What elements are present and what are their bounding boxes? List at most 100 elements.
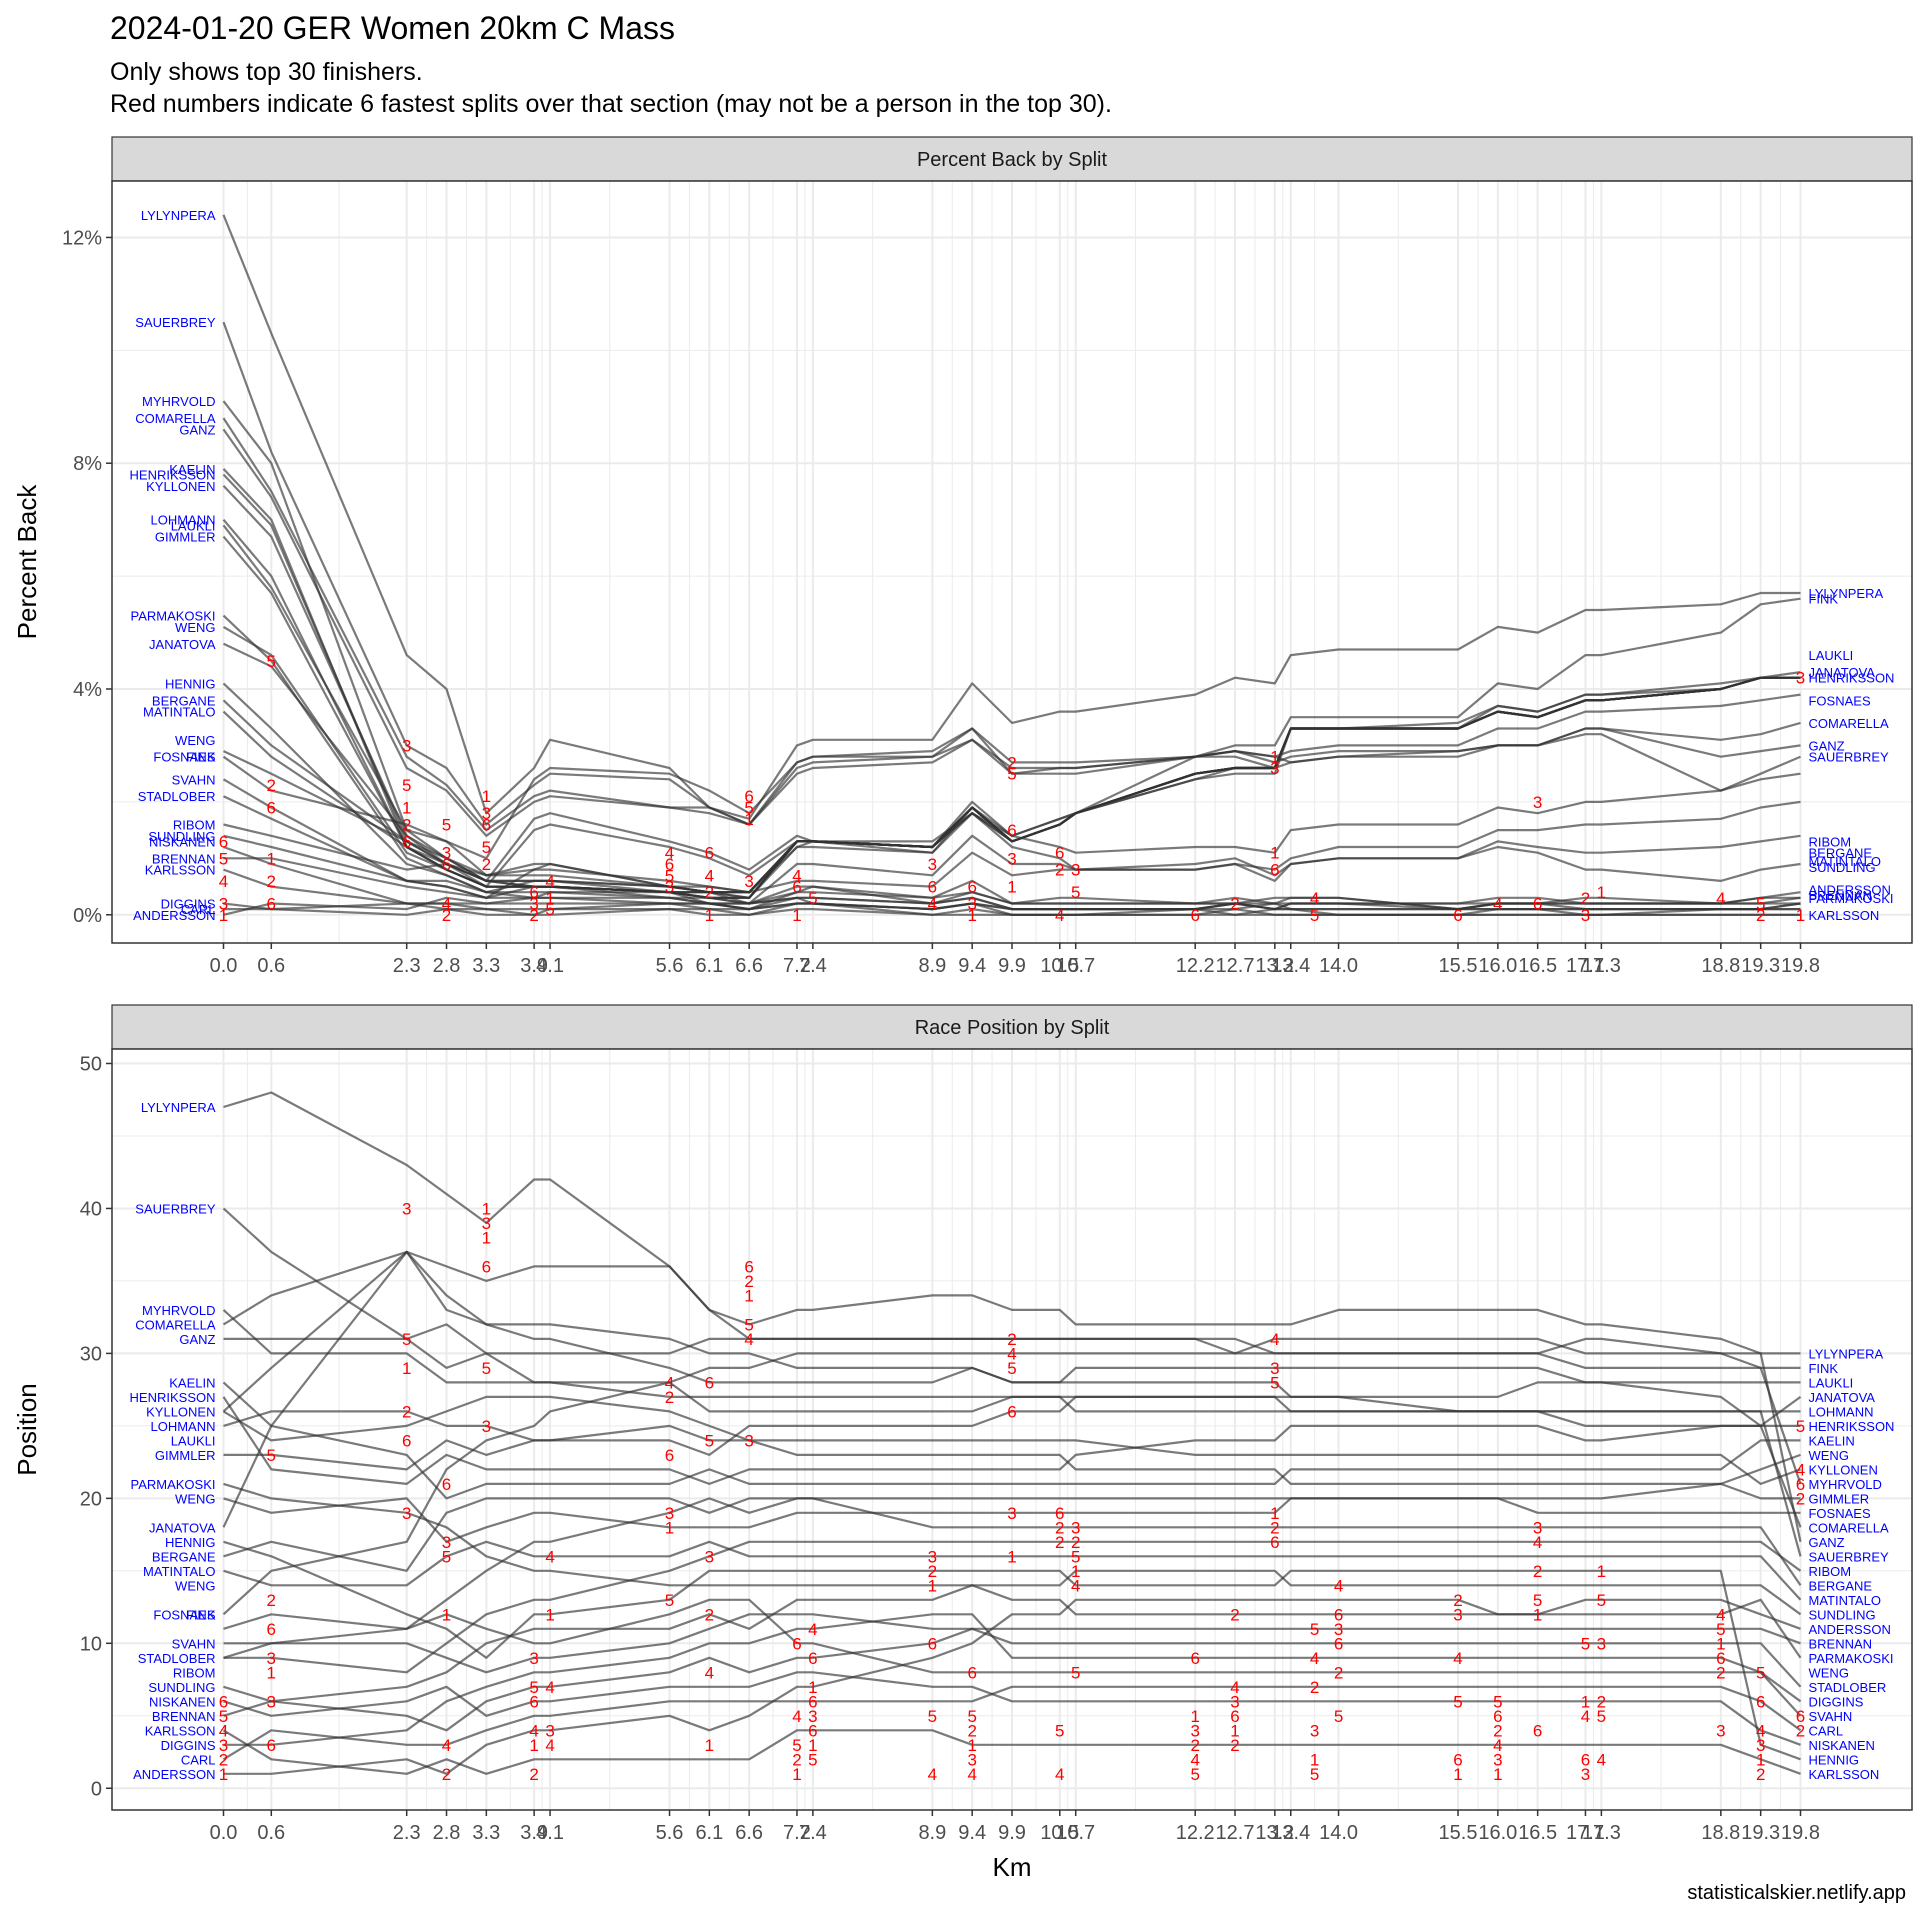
start-label: KYLLONEN [146, 1404, 215, 1419]
start-label: KYLLONEN [146, 479, 215, 494]
start-label: HENNIG [165, 676, 216, 691]
fastest-split-label: 3 [705, 1547, 714, 1566]
start-label: JANATOVA [149, 637, 216, 652]
fastest-split-label: 5 [1310, 906, 1319, 925]
end-label: COMARELLA [1808, 1520, 1889, 1535]
fastest-split-label: 2 [1334, 1663, 1343, 1682]
fastest-split-label: 1 [744, 1286, 753, 1305]
fastest-split-label: 6 [792, 1634, 801, 1653]
end-label: BRENNAN [1808, 1636, 1872, 1651]
start-label: BERGANE [152, 693, 216, 708]
start-label: MATINTALO [143, 1564, 215, 1579]
fastest-split-label: 5 [402, 776, 411, 795]
fastest-split-label: 5 [442, 1547, 451, 1566]
x-tick-label: 2.8 [433, 955, 461, 977]
panel-strip [111, 1004, 1913, 1050]
end-label: WENG [1808, 1448, 1848, 1463]
fastest-split-label: 6 [267, 1736, 276, 1755]
fastest-split-label: 2 [1716, 1663, 1725, 1682]
end-label: LOHMANN [1808, 1404, 1873, 1419]
fastest-split-label: 1 [1716, 1634, 1725, 1653]
fastest-split-label: 4 [665, 844, 674, 863]
fastest-split-label: 6 [1190, 1649, 1199, 1668]
fastest-split-label: 2 [1270, 1518, 1279, 1537]
fastest-split-label: 4 [1581, 1707, 1590, 1726]
credit-text: statisticalskier.netlify.app [1687, 1882, 1906, 1904]
fastest-split-label: 2 [705, 883, 714, 902]
fastest-split-label: 6 [1270, 1533, 1279, 1552]
x-tick-label: 13.4 [1271, 955, 1310, 977]
fastest-split-label: 6 [219, 1692, 228, 1711]
start-label: SUNDLING [148, 829, 215, 844]
start-label: KAELIN [169, 1375, 215, 1390]
fastest-split-label: 2 [1230, 1605, 1239, 1624]
series-line-lylynpera [222, 214, 1801, 820]
fastest-split-label: 4 [967, 1765, 976, 1784]
series-line-weng [223, 1453, 1801, 1543]
x-tick-label: 13.2 [1255, 1822, 1294, 1844]
start-label: WENG [175, 733, 215, 748]
series-line-fink [222, 1352, 1801, 1616]
start-label: WENG [175, 1491, 215, 1506]
end-label: SUNDLING [1808, 1607, 1875, 1622]
fastest-split-label: 3 [665, 1504, 674, 1523]
end-label: BERGANE [1808, 846, 1872, 861]
fastest-split-label: 2 [1071, 1533, 1080, 1552]
fastest-split-label: 2 [928, 1562, 937, 1581]
fastest-split-label: 4 [219, 872, 228, 891]
start-label: MATINTALO [143, 705, 215, 720]
fastest-split-label: 4 [792, 1707, 801, 1726]
fastest-split-label: 5 [1071, 1547, 1080, 1566]
x-tick-label: 7.4 [799, 955, 827, 977]
fastest-split-label: 3 [267, 1649, 276, 1668]
fastest-split-label: 5 [1007, 1359, 1016, 1378]
fastest-split-label: 1 [665, 1518, 674, 1537]
x-tick-label: 5.6 [656, 1822, 684, 1844]
fastest-split-label: 4 [1190, 1750, 1199, 1769]
fastest-split-label: 4 [1270, 1330, 1279, 1349]
series-line-svahn [223, 1598, 1802, 1717]
fastest-split-label: 3 [482, 804, 491, 823]
fastest-split-label: 4 [1453, 1649, 1462, 1668]
end-label: LAUKLI [1808, 1375, 1853, 1390]
fastest-split-label: 2 [1055, 1533, 1064, 1552]
fastest-split-label: 6 [1230, 1707, 1239, 1726]
fastest-split-label: 5 [1007, 765, 1016, 784]
fastest-split-label: 1 [808, 1736, 817, 1755]
fastest-split-label: 3 [1533, 793, 1542, 812]
fastest-split-label: 4 [1071, 1576, 1080, 1595]
start-label: LAUKLI [171, 1433, 216, 1448]
start-label: SAUERBREY [135, 315, 216, 330]
fastest-split-label: 4 [545, 1736, 554, 1755]
fastest-split-label: 3 [1533, 1518, 1542, 1537]
fastest-split-label: 5 [1310, 1765, 1319, 1784]
fastest-split-label: 3 [1270, 759, 1279, 778]
y-tick-label: 10 [80, 1633, 102, 1655]
series-line-kaelin [222, 1381, 1801, 1500]
x-tick-label: 17.3 [1582, 955, 1621, 977]
series-line-bergane [223, 1497, 1802, 1586]
end-label: BRENNAN [1808, 888, 1872, 903]
fastest-split-label: 5 [482, 838, 491, 857]
fastest-split-label: 5 [1071, 883, 1080, 902]
fastest-split-label: 2 [1007, 1330, 1016, 1349]
x-tick-label: 16.5 [1518, 955, 1557, 977]
fastest-split-label: 5 [1071, 1663, 1080, 1682]
fastest-split-label: 3 [928, 1547, 937, 1566]
fastest-split-label: 2 [1230, 1736, 1239, 1755]
fastest-split-label: 1 [1796, 906, 1805, 925]
fastest-split-label: 6 [402, 832, 411, 851]
x-tick-label: 7.2 [783, 1822, 811, 1844]
start-label: BRENNAN [152, 851, 216, 866]
y-tick-label: 4% [73, 679, 102, 701]
fastest-split-label: 4 [442, 894, 451, 913]
x-tick-label: 6.6 [735, 955, 763, 977]
fastest-split-label: 1 [792, 906, 801, 925]
series-line-parmakoski [223, 1482, 1802, 1659]
start-label: WENG [175, 1578, 215, 1593]
fastest-split-label: 5 [1597, 1591, 1606, 1610]
end-label: SUNDLING [1808, 860, 1875, 875]
fastest-split-label: 3 [1190, 1721, 1199, 1740]
fastest-split-label: 4 [705, 1663, 714, 1682]
fastest-split-label: 6 [744, 787, 753, 806]
